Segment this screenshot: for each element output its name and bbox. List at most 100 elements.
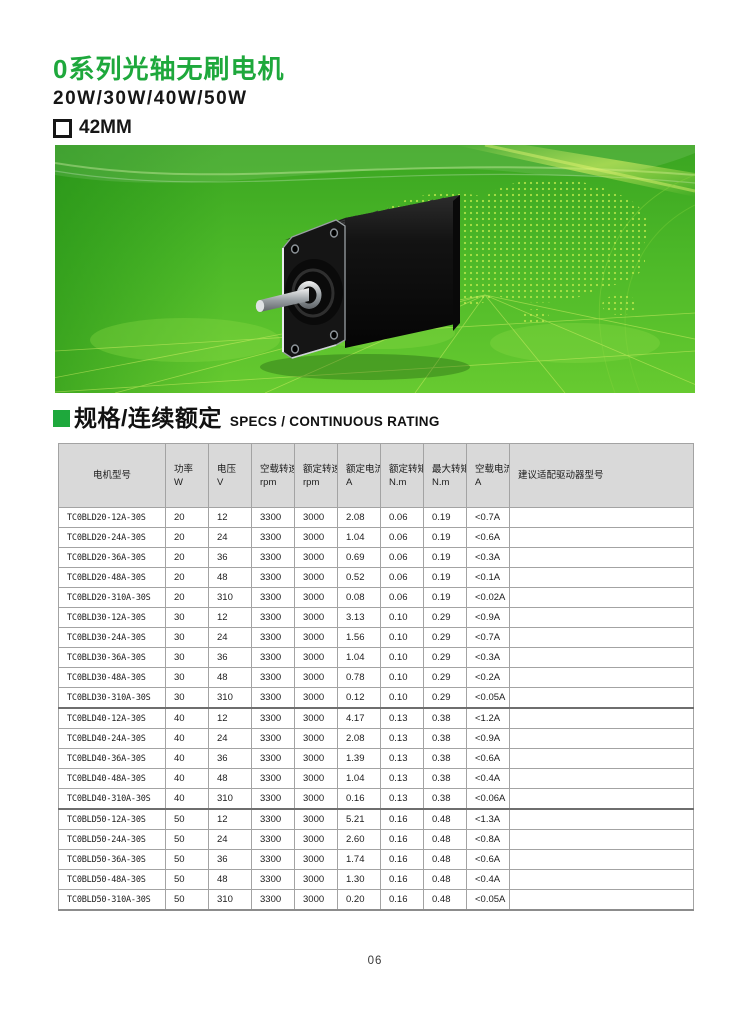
green-square-icon (53, 410, 70, 427)
value-cell: 1.39 (337, 748, 381, 769)
value-cell: 36 (208, 647, 252, 668)
value-cell: 2.60 (337, 829, 381, 850)
value-cell: 20 (165, 547, 209, 568)
value-cell: 3000 (294, 768, 338, 789)
value-cell: 310 (208, 587, 252, 608)
column-label: 额定转速 (303, 463, 338, 475)
model-cell: TC0BLD40-12A-30S (58, 707, 166, 729)
document-header: 0系列光轴无刷电机 20W/30W/40W/50W 42MM (53, 54, 284, 139)
model-cell: TC0BLD30-24A-30S (58, 627, 166, 648)
value-cell: 3000 (294, 849, 338, 870)
value-cell: 3300 (251, 527, 295, 548)
value-cell: 12 (208, 507, 252, 528)
value-cell: <0.7A (466, 627, 510, 648)
model-cell: TC0BLD20-310A-30S (58, 587, 166, 608)
spec-table-body: TC0BLD20-12A-30S 20 12 3300 3000 2.08 0.06 0.19… (58, 507, 694, 911)
value-cell: 3300 (251, 788, 295, 810)
value-cell: 0.38 (423, 707, 467, 729)
value-cell: 24 (208, 527, 252, 548)
value-cell: 0.29 (423, 627, 467, 648)
value-cell: 310 (208, 889, 252, 911)
value-cell: 48 (208, 567, 252, 588)
value-cell (509, 547, 694, 568)
value-cell: 0.16 (337, 788, 381, 810)
value-cell: 310 (208, 788, 252, 810)
value-cell: <0.06A (466, 788, 510, 810)
value-cell: 30 (165, 667, 209, 688)
value-cell: 12 (208, 707, 252, 729)
header-row: 电机型号 功率 W 电压 V 空载转速 rpm 额定转速 rpm 额定电流 A 额定转矩 N.m 最大转矩… (58, 443, 694, 508)
value-cell (509, 627, 694, 648)
model-cell: TC0BLD20-36A-30S (58, 547, 166, 568)
value-cell: <0.3A (466, 547, 510, 568)
value-cell: 1.04 (337, 768, 381, 789)
model-cell: TC0BLD50-24A-30S (58, 829, 166, 850)
value-cell: 0.48 (423, 869, 467, 890)
table-row: TC0BLD50-12A-30S 50 12 3300 3000 5.21 0.16 0.48… (58, 808, 694, 830)
value-cell: 5.21 (337, 808, 381, 830)
table-row: TC0BLD30-310A-30S 30 310 3300 3000 0.12 0.10 0.… (58, 687, 694, 709)
table-row: TC0BLD50-48A-30S 50 48 3300 3000 1.30 0.16 0.48… (58, 869, 694, 890)
value-cell: 3000 (294, 728, 338, 749)
value-cell: 0.48 (423, 889, 467, 911)
value-cell (509, 808, 694, 830)
value-cell: 0.19 (423, 587, 467, 608)
value-cell: 0.16 (380, 849, 424, 870)
square-frame-icon (53, 118, 72, 138)
value-cell: 50 (165, 889, 209, 911)
value-cell: 0.38 (423, 748, 467, 769)
value-cell: 3300 (251, 607, 295, 628)
value-cell (509, 507, 694, 528)
value-cell: <0.6A (466, 849, 510, 870)
value-cell: 30 (165, 647, 209, 668)
column-unit: rpm (303, 476, 320, 488)
value-cell: 3300 (251, 869, 295, 890)
value-cell (509, 707, 694, 729)
table-row: TC0BLD20-36A-30S 20 36 3300 3000 0.69 0.06 0.19… (58, 547, 694, 568)
value-cell: 36 (208, 849, 252, 870)
power-range-subtitle: 20W/30W/40W/50W (53, 88, 248, 109)
column-unit: A (346, 476, 353, 488)
model-cell: TC0BLD30-36A-30S (58, 647, 166, 668)
value-cell: 0.19 (423, 567, 467, 588)
table-row: TC0BLD40-12A-30S 40 12 3300 3000 4.17 0.13 0.38… (58, 707, 694, 729)
value-cell (509, 728, 694, 749)
value-cell (509, 849, 694, 870)
model-cell: TC0BLD20-24A-30S (58, 527, 166, 548)
value-cell: 30 (165, 627, 209, 648)
value-cell: 3000 (294, 707, 338, 729)
value-cell: 3300 (251, 707, 295, 729)
value-cell: 0.13 (380, 768, 424, 789)
value-cell: 40 (165, 748, 209, 769)
value-cell: 0.10 (380, 607, 424, 628)
value-cell: 0.19 (423, 547, 467, 568)
value-cell: 0.52 (337, 567, 381, 588)
spec-table: 电机型号 功率 W 电压 V 空载转速 rpm 额定转速 rpm 额定电流 A 额定转矩 N.m 最大转矩… (58, 443, 694, 911)
value-cell: 12 (208, 607, 252, 628)
value-cell (509, 607, 694, 628)
value-cell: 0.16 (380, 808, 424, 830)
value-cell: 1.04 (337, 647, 381, 668)
value-cell: 3000 (294, 889, 338, 911)
value-cell: <0.6A (466, 748, 510, 769)
column-header: 空载电流 A (466, 443, 510, 508)
value-cell: 20 (165, 567, 209, 588)
value-cell (509, 647, 694, 668)
value-cell: 0.16 (380, 869, 424, 890)
column-label: 电压 (217, 463, 237, 475)
value-cell: 0.06 (380, 507, 424, 528)
value-cell: 50 (165, 808, 209, 830)
value-cell: 24 (208, 627, 252, 648)
value-cell: 0.10 (380, 667, 424, 688)
table-row: TC0BLD30-48A-30S 30 48 3300 3000 0.78 0.10 0.29… (58, 667, 694, 688)
value-cell: 3300 (251, 567, 295, 588)
value-cell: 3300 (251, 667, 295, 688)
column-header: 空载转速 rpm (251, 443, 295, 508)
value-cell: 40 (165, 768, 209, 789)
value-cell: 3000 (294, 507, 338, 528)
value-cell: 20 (165, 527, 209, 548)
value-cell: 0.08 (337, 587, 381, 608)
column-header: 额定电流 A (337, 443, 381, 508)
model-cell: TC0BLD30-12A-30S (58, 607, 166, 628)
